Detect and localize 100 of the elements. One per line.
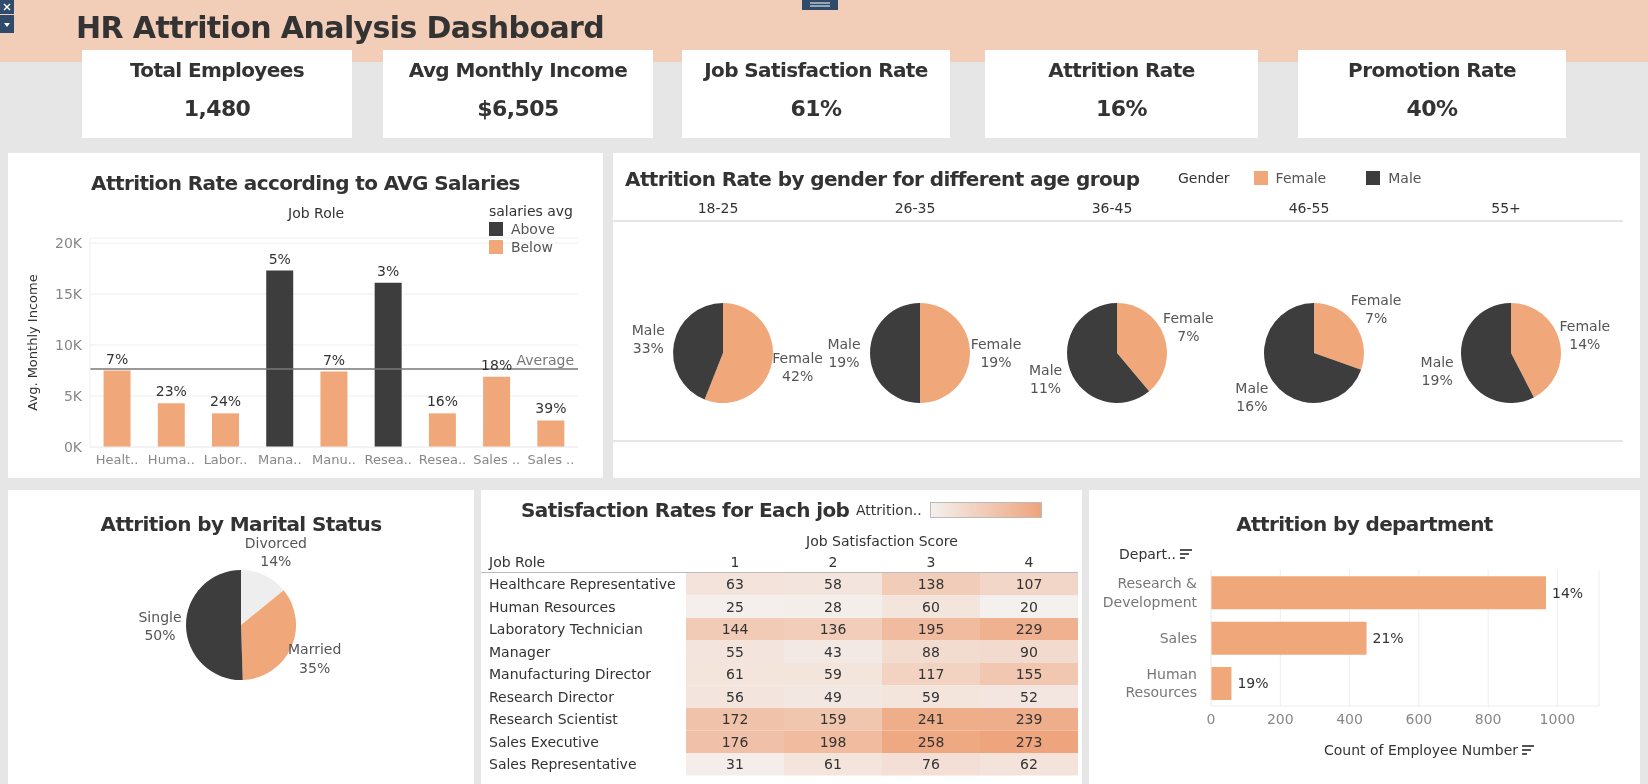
slice-label: 26-35	[894, 200, 936, 216]
bar	[374, 282, 402, 447]
annotation: 24%	[209, 393, 242, 410]
data-label: 43	[824, 643, 842, 660]
annotation: 21%	[1372, 629, 1404, 646]
x-tick-label: 1000	[1539, 710, 1576, 727]
bar	[428, 413, 456, 447]
x-tick-label: 1	[730, 554, 740, 570]
data-label: 28	[824, 598, 842, 615]
data-label: 33%	[632, 339, 664, 356]
data-label: 172	[721, 711, 749, 728]
y-tick-label: Manager	[489, 643, 551, 660]
y-tick-label: 5K	[63, 387, 83, 404]
data-label: 90	[1020, 643, 1038, 660]
bar	[157, 403, 185, 447]
data-label: 159	[819, 711, 847, 728]
slice-label: Single	[138, 609, 182, 626]
ref-line-label: Average	[516, 352, 574, 369]
y-tick-label: 15K	[55, 286, 83, 303]
slice-label: 36-45	[1091, 200, 1133, 216]
legend-label: Below	[509, 239, 554, 255]
annotation: 5%	[268, 250, 291, 267]
bar	[103, 370, 131, 447]
data-label: 60	[922, 598, 940, 615]
x-tick-label: 4	[1024, 554, 1034, 570]
annotation: 23%	[155, 383, 187, 400]
y-tick-label: 10K	[55, 337, 83, 354]
bar	[320, 371, 348, 447]
data-label: 144	[721, 621, 749, 638]
data-label: 138	[917, 576, 945, 593]
slice-label: Married	[288, 641, 342, 658]
x-axis-title: Job Role	[288, 205, 345, 221]
slice-label: Male	[631, 321, 665, 338]
chart-title: Attrition by department	[1235, 512, 1494, 536]
y-tick-label: 20K	[55, 235, 83, 252]
text: Avg Monthly Income	[407, 58, 629, 82]
annotation: 3%	[377, 262, 400, 279]
slice-label: 18-25	[697, 200, 739, 216]
annotation: 39%	[535, 400, 567, 417]
y-tick-label: Research Director	[489, 688, 615, 705]
y-tick-label: Human Resources	[489, 598, 616, 615]
data-label: 52	[1020, 688, 1038, 705]
annotation: 7%	[322, 351, 346, 368]
data-label: 19%	[1421, 371, 1453, 388]
x-tick-label: 800	[1474, 710, 1502, 727]
data-label: 20	[1020, 598, 1038, 615]
text: 16%	[1095, 96, 1148, 121]
x-tick-label: 600	[1405, 710, 1433, 727]
bar	[1211, 576, 1546, 610]
chart-title: Attrition Rate according to AVG Salaries	[90, 171, 521, 195]
y-tick-label: Laboratory Technician	[489, 621, 643, 638]
category-label: Male	[1420, 353, 1454, 370]
data-label: 61	[726, 666, 744, 683]
x-tick-label: 3	[926, 554, 936, 570]
data-label: 16%	[1236, 397, 1268, 414]
annotation: 7%	[106, 350, 129, 367]
x-tick-label: 0	[1206, 710, 1216, 727]
category-label: Female	[970, 335, 1022, 352]
data-label: 63	[726, 576, 744, 593]
x-tick-label: Sales ..	[527, 452, 575, 468]
x-axis-title: Count of Employee Number	[1324, 742, 1519, 758]
x-tick-label: 200	[1266, 710, 1294, 727]
color-bar-title: Attrition..	[856, 502, 923, 518]
slice-label: 46-55	[1288, 200, 1330, 216]
data-label: 155	[1015, 666, 1043, 683]
text: 1,480	[182, 96, 252, 121]
y-tick-label: Sales	[1159, 629, 1197, 646]
y-tick-label: Sales Representative	[489, 756, 637, 773]
pie-slice	[241, 570, 284, 625]
text: 40%	[1405, 96, 1459, 121]
bar	[483, 376, 511, 447]
data-label: 76	[922, 756, 940, 773]
x-axis-title: Job Satisfaction Score	[805, 533, 958, 549]
data-label: 88	[922, 643, 940, 660]
data-label: 117	[917, 666, 945, 683]
data-label: 176	[721, 733, 749, 750]
y-tick-label: Manufacturing Director	[489, 666, 652, 683]
data-label: 31	[726, 756, 744, 773]
data-label: 49	[824, 688, 842, 705]
data-label: 42%	[782, 368, 814, 385]
data-label: 241	[917, 711, 945, 728]
data-label: 19%	[980, 354, 1012, 370]
x-tick-label: 2	[828, 554, 838, 570]
text: Promotion Rate	[1347, 58, 1517, 82]
data-label: 198	[819, 733, 847, 750]
legend-title: Gender	[1178, 170, 1230, 186]
chart-title: Attrition Rate by gender for different age group	[625, 167, 1140, 191]
category-label: Female	[1559, 317, 1611, 334]
x-tick-label: Mana..	[257, 452, 302, 468]
category-label: Male	[827, 335, 861, 352]
x-tick-label: Resea..	[364, 452, 412, 468]
data-label: 55	[726, 643, 744, 660]
bar	[266, 270, 294, 447]
data-label: 19%	[828, 354, 860, 370]
data-label: 14%	[260, 552, 292, 569]
text: HR Attrition Analysis Dashboard	[76, 10, 605, 45]
y-tick-label: Human Resources	[1125, 666, 1197, 701]
x-tick-label: Sales ..	[473, 452, 521, 468]
data-label: 7%	[1364, 310, 1388, 327]
data-label: 195	[917, 621, 945, 638]
